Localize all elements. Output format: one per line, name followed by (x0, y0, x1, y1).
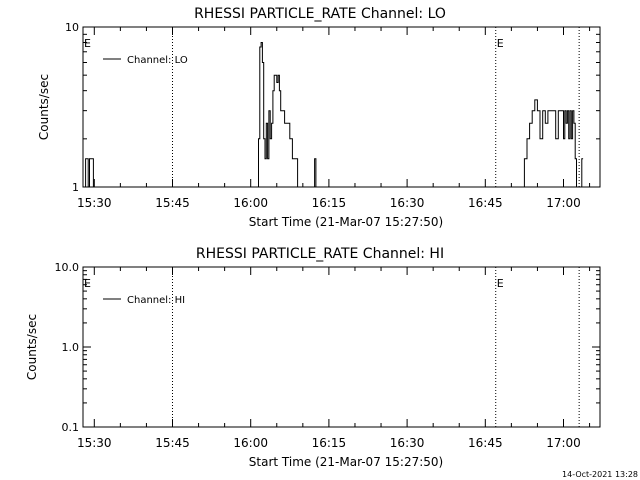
x-tick-label: 16:45 (468, 196, 503, 210)
plot-timestamp: 14-Oct-2021 13:28 (562, 470, 638, 479)
legend-entry: Channel: LO (127, 55, 188, 66)
x-tick-label: 17:00 (546, 436, 581, 450)
x-tick-label: 16:00 (233, 436, 268, 450)
edge-marker-label: E (84, 37, 91, 50)
y-tick-label: 1.0 (62, 341, 80, 354)
edge-marker-label: E (84, 277, 91, 290)
chart-title: RHESSI PARTICLE_RATE Channel: HI (196, 246, 444, 262)
x-axis-label: Start Time (21-Mar-07 15:27:50) (249, 455, 443, 469)
x-tick-label: 17:00 (546, 196, 581, 210)
plot-frame (82, 26, 601, 188)
event-marker-label: E (497, 277, 504, 290)
x-tick-label: 16:15 (312, 436, 347, 450)
x-axis-label: Start Time (21-Mar-07 15:27:50) (249, 215, 443, 229)
y-axis-label: Counts/sec (25, 314, 39, 380)
x-tick-label: 16:30 (390, 196, 425, 210)
y-tick-label: 1 (72, 181, 79, 194)
x-tick-label: 16:30 (390, 436, 425, 450)
chart-title: RHESSI PARTICLE_RATE Channel: LO (194, 6, 446, 22)
series-line (84, 42, 584, 188)
y-tick-label: 10 (65, 21, 79, 34)
x-tick-label: 16:00 (233, 196, 268, 210)
x-tick-label: 16:45 (468, 436, 503, 450)
x-tick-label: 15:45 (155, 196, 190, 210)
x-tick-label: 15:30 (77, 436, 112, 450)
x-tick-label: 16:15 (312, 196, 347, 210)
legend-entry: Channel: HI (127, 295, 185, 306)
y-tick-label: 10.0 (55, 261, 80, 274)
series-0 (84, 42, 584, 188)
x-tick-label: 15:30 (77, 196, 112, 210)
y-tick-label: 0.1 (62, 421, 80, 434)
event-marker-label: E (497, 37, 504, 50)
plot-frame (82, 266, 601, 428)
y-axis-label: Counts/sec (37, 74, 51, 140)
x-tick-label: 15:45 (155, 436, 190, 450)
